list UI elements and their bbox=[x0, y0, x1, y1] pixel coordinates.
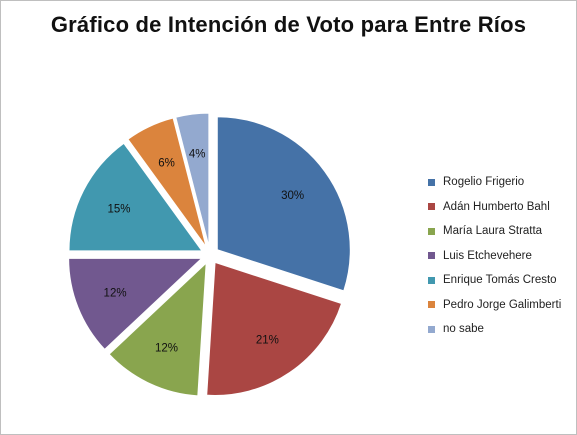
chart-title: Gráfico de Intención de Voto para Entre … bbox=[50, 12, 527, 37]
legend-item: no sabe bbox=[428, 317, 561, 342]
pie-slice-0 bbox=[216, 116, 351, 292]
pie-slice-3 bbox=[68, 257, 203, 351]
legend-label: Luis Etchevehere bbox=[443, 249, 532, 262]
legend-label: María Laura Stratta bbox=[443, 225, 543, 238]
legend-label: Enrique Tomás Cresto bbox=[443, 274, 557, 287]
slice-label-3: 12% bbox=[104, 288, 127, 300]
pie-slice-5 bbox=[127, 117, 207, 248]
pie-slice-6 bbox=[175, 112, 210, 247]
legend-swatch bbox=[428, 203, 435, 211]
slice-label-1: 21% bbox=[256, 334, 279, 346]
legend-item: María Laura Stratta bbox=[428, 219, 561, 244]
legend-swatch bbox=[428, 325, 435, 333]
pie-slice-1 bbox=[206, 261, 343, 396]
legend-item: Pedro Jorge Galimberti bbox=[428, 293, 561, 318]
legend-swatch bbox=[428, 178, 435, 186]
legend-item: Adán Humberto Bahl bbox=[428, 195, 561, 220]
pie-slice-4 bbox=[68, 142, 203, 252]
legend-label: Adán Humberto Bahl bbox=[443, 200, 550, 213]
legend-label: Rogelio Frigerio bbox=[443, 176, 525, 189]
legend-label: Pedro Jorge Galimberti bbox=[443, 298, 562, 311]
legend-swatch bbox=[428, 276, 435, 284]
slice-label-5: 6% bbox=[158, 158, 175, 170]
pie-slice-2 bbox=[108, 261, 207, 397]
chart-legend: Rogelio Frigerio Adán Humberto Bahl María … bbox=[428, 170, 561, 342]
legend-label: no sabe bbox=[443, 323, 484, 336]
slice-label-4: 15% bbox=[108, 204, 131, 216]
legend-swatch bbox=[428, 252, 435, 260]
legend-item: Rogelio Frigerio bbox=[428, 170, 561, 195]
legend-swatch bbox=[428, 301, 435, 309]
slice-label-6: 4% bbox=[189, 149, 206, 161]
slice-label-2: 12% bbox=[155, 342, 178, 354]
legend-swatch bbox=[428, 227, 435, 235]
legend-item: Luis Etchevehere bbox=[428, 244, 561, 269]
legend-item: Enrique Tomás Cresto bbox=[428, 268, 561, 293]
slice-label-0: 30% bbox=[281, 190, 304, 202]
